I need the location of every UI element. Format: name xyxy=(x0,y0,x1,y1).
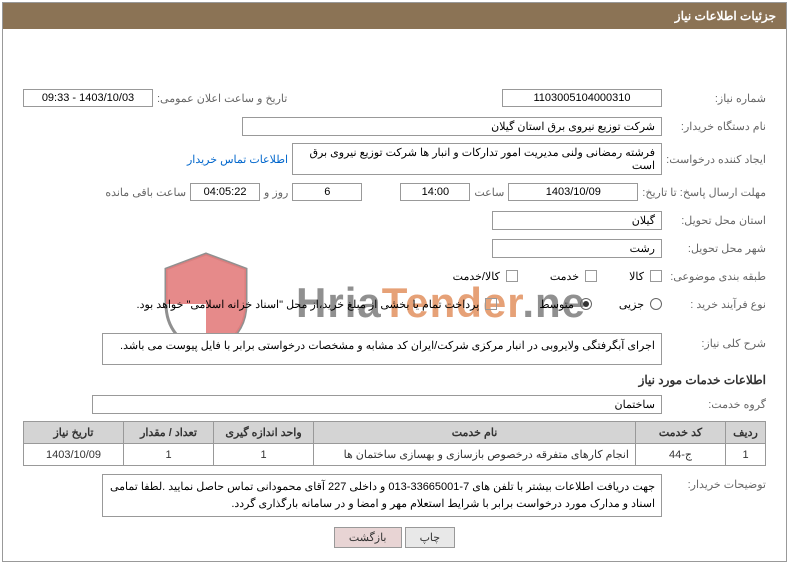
remaining-label: ساعت باقی مانده xyxy=(105,186,186,199)
type-partial-label: جزیی xyxy=(619,298,644,311)
table-row: 1 ج-44 انجام کارهای متفرقه درخصوص بازساز… xyxy=(24,444,766,466)
row-province: استان محل تحویل: گیلان xyxy=(23,209,766,231)
checkbox-goods[interactable] xyxy=(650,270,662,282)
need-number-value: 1103005104000310 xyxy=(502,89,662,107)
time-label: ساعت xyxy=(474,186,504,199)
buyer-org-value: شرکت توزیع نیروی برق استان گیلان xyxy=(242,117,662,136)
need-number-label: شماره نیاز: xyxy=(666,92,766,105)
service-group-label: گروه خدمت: xyxy=(666,398,766,411)
buyer-org-label: نام دستگاه خریدار: xyxy=(666,120,766,133)
type-medium-label: متوسط xyxy=(539,298,574,311)
checkbox-service[interactable] xyxy=(585,270,597,282)
city-label: شهر محل تحویل: xyxy=(666,242,766,255)
announce-date-value: 1403/10/03 - 09:33 xyxy=(23,89,153,107)
services-info-title: اطلاعات خدمات مورد نیاز xyxy=(23,373,766,387)
cat-service-label: خدمت xyxy=(550,270,579,283)
main-container: جزئیات اطلاعات نیاز HriaTender.ne شماره … xyxy=(2,2,787,562)
deadline-time-value: 14:00 xyxy=(400,183,470,201)
services-table: ردیف کد خدمت نام خدمت واحد اندازه گیری ت… xyxy=(23,421,766,466)
category-options: کالا خدمت کالا/خدمت xyxy=(453,270,662,283)
panel-title: جزئیات اطلاعات نیاز xyxy=(675,9,776,23)
category-label: طبقه بندی موضوعی: xyxy=(666,270,766,283)
th-qty: تعداد / مقدار xyxy=(124,422,214,444)
print-button[interactable]: چاپ xyxy=(405,527,456,548)
td-unit: 1 xyxy=(214,444,314,466)
row-need-desc: شرح کلی نیاز: اجرای آبگرفتگی ولایروبی در… xyxy=(23,333,766,365)
city-value: رشت xyxy=(492,239,662,258)
checkbox-payment[interactable] xyxy=(485,298,497,310)
cat-goods-label: کالا xyxy=(629,270,644,283)
th-date: تاریخ نیاز xyxy=(24,422,124,444)
radio-partial[interactable] xyxy=(650,298,662,310)
payment-note: پرداخت تمام یا بخشی از مبلغ خرید،از محل … xyxy=(137,298,480,311)
th-row: ردیف xyxy=(726,422,766,444)
row-need-number: شماره نیاز: 1103005104000310 تاریخ و ساع… xyxy=(23,87,766,109)
service-group-value: ساختمان xyxy=(92,395,662,414)
requester-value: فرشته رمضانی ولنی مدیریت امور تدارکات و … xyxy=(292,143,662,175)
contact-link[interactable]: اطلاعات تماس خریدار xyxy=(187,153,288,166)
province-label: استان محل تحویل: xyxy=(666,214,766,227)
announce-date-label: تاریخ و ساعت اعلان عمومی: xyxy=(157,92,287,105)
need-desc-label: شرح کلی نیاز: xyxy=(666,333,766,350)
table-header-row: ردیف کد خدمت نام خدمت واحد اندازه گیری ت… xyxy=(24,422,766,444)
row-buyer-org: نام دستگاه خریدار: شرکت توزیع نیروی برق … xyxy=(23,115,766,137)
row-deadline: مهلت ارسال پاسخ: تا تاریخ: 1403/10/09 سا… xyxy=(23,181,766,203)
buyer-notes-label: توضیحات خریدار: xyxy=(666,474,766,491)
purchase-type-options: جزیی متوسط پرداخت تمام یا بخشی از مبلغ خ… xyxy=(137,298,662,311)
deadline-label: مهلت ارسال پاسخ: تا تاریخ: xyxy=(642,186,766,199)
province-value: گیلان xyxy=(492,211,662,230)
row-city: شهر محل تحویل: رشت xyxy=(23,237,766,259)
td-name: انجام کارهای متفرقه درخصوص بازسازی و بهس… xyxy=(314,444,636,466)
th-code: کد خدمت xyxy=(636,422,726,444)
buyer-notes-value: جهت دریافت اطلاعات بیشتر با تلفن های 7-3… xyxy=(102,474,662,517)
panel-header: جزئیات اطلاعات نیاز xyxy=(3,3,786,29)
need-desc-value: اجرای آبگرفتگی ولایروبی در انبار مرکزی ش… xyxy=(102,333,662,365)
days-count-value: 6 xyxy=(292,183,362,201)
checkbox-goods-service[interactable] xyxy=(506,270,518,282)
back-button[interactable]: بازگشت xyxy=(334,527,402,548)
row-service-group: گروه خدمت: ساختمان xyxy=(23,393,766,415)
row-buyer-notes: توضیحات خریدار: جهت دریافت اطلاعات بیشتر… xyxy=(23,474,766,517)
row-purchase-type: نوع فرآیند خرید : جزیی متوسط پرداخت تمام… xyxy=(23,293,766,315)
row-category: طبقه بندی موضوعی: کالا خدمت کالا/خدمت xyxy=(23,265,766,287)
td-qty: 1 xyxy=(124,444,214,466)
td-date: 1403/10/09 xyxy=(24,444,124,466)
button-row: چاپ بازگشت xyxy=(23,527,766,548)
radio-medium[interactable] xyxy=(580,298,592,310)
deadline-date-value: 1403/10/09 xyxy=(508,183,638,201)
requester-label: ایجاد کننده درخواست: xyxy=(666,153,766,166)
th-name: نام خدمت xyxy=(314,422,636,444)
days-label: روز و xyxy=(264,186,288,199)
row-requester: ایجاد کننده درخواست: فرشته رمضانی ولنی م… xyxy=(23,143,766,175)
cat-goods-service-label: کالا/خدمت xyxy=(453,270,500,283)
content-area: HriaTender.ne شماره نیاز: 11030051040003… xyxy=(3,29,786,558)
purchase-type-label: نوع فرآیند خرید : xyxy=(666,298,766,311)
td-code: ج-44 xyxy=(636,444,726,466)
td-row: 1 xyxy=(726,444,766,466)
remaining-time-value: 04:05:22 xyxy=(190,183,260,201)
th-unit: واحد اندازه گیری xyxy=(214,422,314,444)
